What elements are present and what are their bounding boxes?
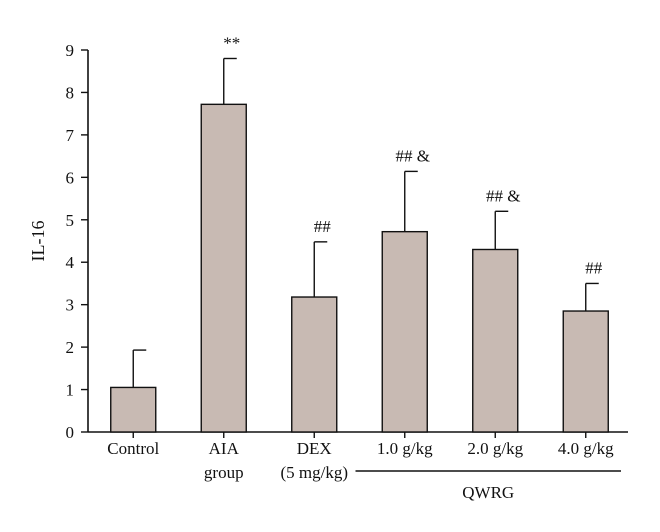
- group-label: QWRG: [462, 483, 514, 502]
- x-category-label: group: [204, 463, 244, 482]
- x-category-label: (5 mg/kg): [280, 463, 348, 482]
- bar: [381, 230, 428, 433]
- x-category-label: Control: [107, 439, 159, 458]
- significance-label: ## &: [396, 146, 430, 165]
- x-category-label: DEX: [297, 439, 332, 458]
- y-tick-label: 5: [66, 211, 75, 230]
- bar: [200, 103, 247, 433]
- bar: [472, 248, 519, 433]
- bar: [110, 386, 157, 433]
- significance-label: ## &: [486, 186, 520, 205]
- y-tick-label: 4: [66, 253, 75, 272]
- x-category-label: 1.0 g/kg: [377, 439, 433, 458]
- plot-area: 0 1 2 3 4 5 6 7 8 9 IL-16 Control ** AIA group ## DEX (5 …: [28, 33, 628, 502]
- x-category-label: 4.0 g/kg: [558, 439, 614, 458]
- y-tick-label: 1: [66, 381, 75, 400]
- x-category-label: 2.0 g/kg: [467, 439, 523, 458]
- y-tick-label: 0: [66, 423, 75, 442]
- y-tick-label: 9: [66, 41, 75, 60]
- y-tick-label: 3: [66, 296, 75, 315]
- significance-label: ##: [585, 258, 603, 277]
- x-category-label: AIA: [209, 439, 240, 458]
- bar: [291, 296, 338, 433]
- bar: [562, 310, 609, 433]
- y-tick-label: 7: [66, 126, 75, 145]
- y-tick-label: 2: [66, 338, 75, 357]
- significance-label: ##: [314, 217, 332, 236]
- y-axis-title: IL-16: [28, 221, 48, 262]
- y-tick-label: 6: [66, 168, 75, 187]
- significance-label: **: [223, 33, 240, 52]
- y-tick-label: 8: [66, 83, 75, 102]
